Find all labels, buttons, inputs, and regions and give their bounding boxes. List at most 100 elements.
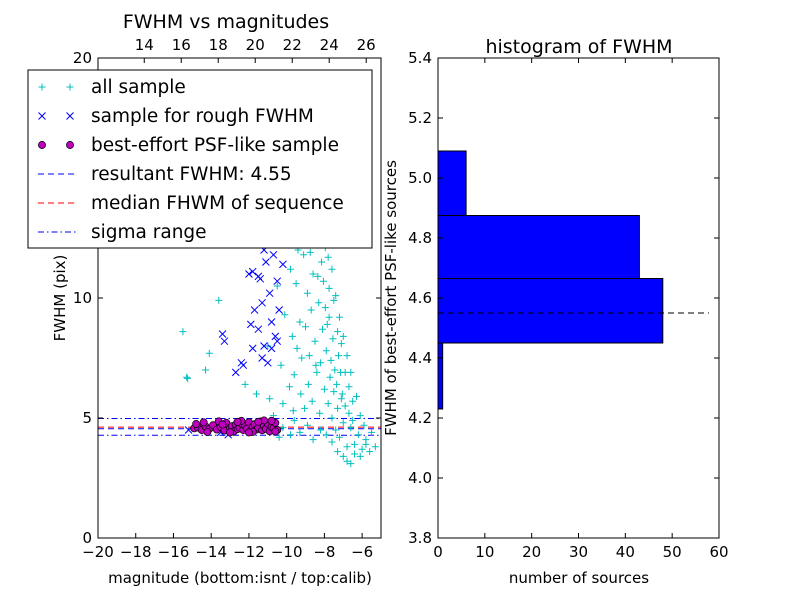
scatter-point bbox=[322, 431, 330, 439]
y-tick-label: 5 bbox=[82, 409, 92, 427]
scatter-point bbox=[351, 440, 359, 448]
scatter-point bbox=[343, 443, 351, 451]
histogram-y-tick-label: 4.8 bbox=[408, 229, 432, 247]
scatter-point bbox=[192, 420, 201, 428]
x-tick-label: −16 bbox=[158, 543, 190, 561]
scatter-point bbox=[248, 267, 257, 276]
legend-label: resultant FWHM: 4.55 bbox=[91, 164, 292, 185]
histogram-bar bbox=[437, 150, 467, 216]
legend: all sample sample for rough FWHM best-effo… bbox=[27, 69, 373, 249]
scatter-point bbox=[202, 366, 210, 374]
scatter-point bbox=[339, 332, 347, 340]
scatter-point bbox=[328, 414, 336, 422]
scatter-point bbox=[288, 332, 296, 340]
scatter-point bbox=[325, 313, 333, 321]
scatter-point bbox=[279, 424, 287, 432]
histogram-x-tick-label: 10 bbox=[475, 543, 494, 561]
histogram-bar bbox=[437, 342, 444, 410]
scatter-point bbox=[347, 368, 355, 376]
scatter-point bbox=[286, 431, 294, 439]
histogram-x-tick-label: 20 bbox=[522, 543, 541, 561]
x-tick-label: −10 bbox=[271, 543, 303, 561]
y-axis-tick-labels: 0 5 10 20 bbox=[73, 49, 92, 547]
histogram-y-tick-label: 4.2 bbox=[408, 409, 432, 427]
scatter-point bbox=[354, 431, 362, 439]
scatter-point bbox=[371, 443, 379, 451]
scatter-y-axis-label: FWHM (pix) bbox=[51, 255, 69, 342]
scatter-point bbox=[275, 433, 283, 441]
scatter-point bbox=[311, 337, 319, 345]
scatter-point bbox=[341, 402, 349, 410]
histogram-x-tick-label: 50 bbox=[663, 543, 682, 561]
scatter-point bbox=[358, 445, 366, 453]
scatter-point bbox=[303, 421, 311, 429]
scatter-point bbox=[347, 460, 355, 468]
scatter-point bbox=[215, 296, 223, 304]
legend-label: sigma range bbox=[91, 222, 207, 243]
legend-box bbox=[27, 69, 373, 249]
scatter-point bbox=[203, 427, 212, 436]
scatter-point bbox=[254, 325, 263, 334]
scatter-point bbox=[258, 354, 266, 362]
scatter-point bbox=[267, 344, 276, 353]
legend-marker bbox=[38, 83, 46, 91]
scatter-point bbox=[325, 284, 333, 292]
scatter-point bbox=[226, 428, 235, 437]
histogram-x-tick-label: 0 bbox=[433, 543, 443, 561]
x-tick-label: −20 bbox=[82, 543, 114, 561]
scatter-point bbox=[349, 397, 357, 405]
scatter-point bbox=[322, 347, 330, 355]
scatter-point bbox=[360, 421, 368, 429]
top-x-tick-label: 22 bbox=[283, 36, 302, 54]
legend-label: median FHWM of sequence bbox=[91, 193, 344, 214]
scatter-point bbox=[254, 272, 263, 281]
scatter-point bbox=[298, 354, 306, 362]
histogram-bars bbox=[437, 150, 664, 410]
histogram-title: histogram of FWHM bbox=[485, 36, 672, 58]
scatter-point bbox=[351, 450, 359, 458]
legend-marker bbox=[66, 141, 74, 149]
legend-item: median FHWM of sequence bbox=[38, 193, 344, 214]
scatter-point bbox=[218, 420, 227, 429]
top-x-tick-label: 26 bbox=[357, 36, 376, 54]
scatter-point bbox=[254, 417, 263, 426]
scatter-point bbox=[271, 332, 280, 341]
scatter-point bbox=[318, 258, 326, 266]
scatter-point bbox=[305, 352, 313, 360]
scatter-point bbox=[307, 306, 315, 314]
scatter-point bbox=[260, 342, 268, 350]
scatter-point bbox=[335, 313, 343, 321]
scatter-point bbox=[330, 388, 338, 396]
scatter-point bbox=[332, 426, 340, 434]
scatter-point bbox=[183, 373, 191, 381]
scatter-point bbox=[258, 298, 266, 307]
legend-marker bbox=[66, 112, 74, 120]
scatter-point bbox=[330, 296, 338, 304]
legend-label: sample for rough FWHM bbox=[91, 106, 314, 127]
scatter-point bbox=[320, 385, 328, 393]
scatter-point bbox=[273, 337, 282, 346]
scatter-point bbox=[296, 318, 304, 326]
scatter-point bbox=[304, 380, 312, 388]
scatter-point bbox=[292, 280, 300, 288]
scatter-point bbox=[331, 366, 339, 374]
histogram-y-tick-labels: 3.8 4.0 4.2 4.4 4.6 4.8 5.0 5.2 5.4 bbox=[408, 49, 432, 547]
legend-item: all sample bbox=[38, 77, 186, 98]
scatter-point bbox=[179, 328, 187, 336]
legend-item: resultant FWHM: 4.55 bbox=[38, 164, 292, 185]
scatter-point bbox=[327, 356, 335, 364]
scatter-point bbox=[335, 352, 343, 360]
y-tick-label: 0 bbox=[82, 529, 92, 547]
histogram-x-tick-label: 40 bbox=[616, 543, 635, 561]
x-tick-label: −14 bbox=[195, 543, 227, 561]
scatter-point bbox=[233, 417, 242, 426]
scatter-point bbox=[308, 397, 316, 405]
scatter-point bbox=[316, 409, 324, 417]
scatter-point bbox=[250, 306, 259, 314]
scatter-point bbox=[333, 380, 341, 388]
histogram-y-tick-label: 5.0 bbox=[408, 169, 432, 187]
scatter-point bbox=[366, 448, 374, 456]
histogram-x-axis-label: number of sources bbox=[509, 569, 649, 587]
scatter-title: FWHM vs magnitudes bbox=[123, 11, 329, 33]
scatter-point bbox=[324, 253, 332, 261]
